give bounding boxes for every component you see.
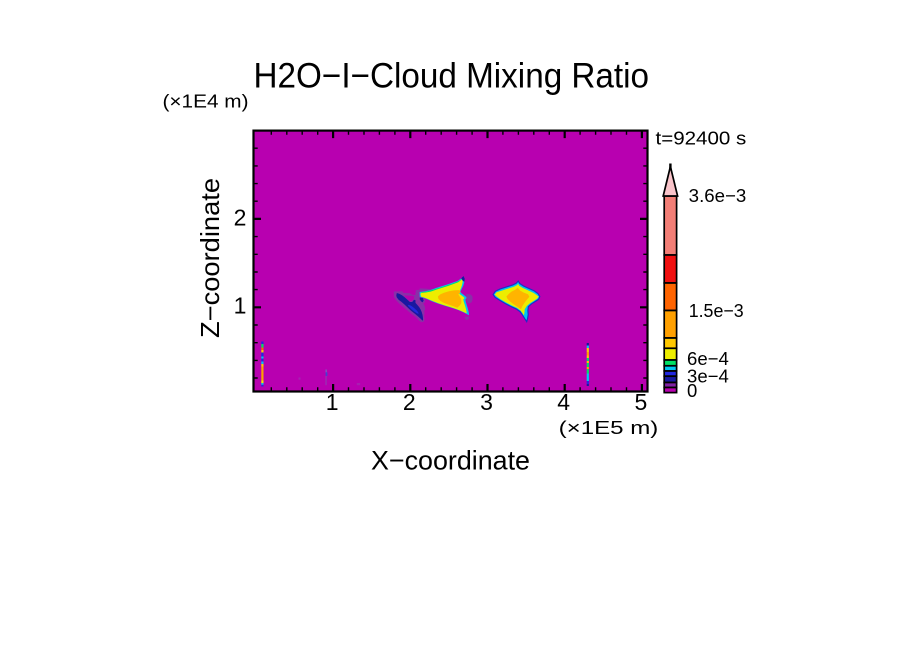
svg-text:1: 1 <box>326 389 339 415</box>
svg-text:1.5e−3: 1.5e−3 <box>689 300 744 321</box>
svg-text:4: 4 <box>557 389 570 415</box>
svg-text:X−coordinate: X−coordinate <box>371 446 530 476</box>
svg-text:3e−4: 3e−4 <box>687 365 729 386</box>
svg-text:t=92400 s: t=92400 s <box>656 128 747 149</box>
svg-text:H2O−I−Cloud Mixing Ratio: H2O−I−Cloud Mixing Ratio <box>254 57 650 96</box>
svg-text:(×1E4 m): (×1E4 m) <box>163 92 249 112</box>
svg-text:0: 0 <box>687 380 697 401</box>
svg-text:2: 2 <box>234 205 247 231</box>
svg-text:Z−coordinate: Z−coordinate <box>195 178 225 338</box>
svg-text:5: 5 <box>635 389 648 415</box>
svg-text:1: 1 <box>234 293 247 319</box>
svg-text:(×1E5 m): (×1E5 m) <box>559 418 659 438</box>
svg-text:3: 3 <box>480 389 493 415</box>
svg-text:2: 2 <box>403 389 416 415</box>
svg-text:3.6e−3: 3.6e−3 <box>689 185 747 206</box>
svg-text:6e−4: 6e−4 <box>687 348 729 369</box>
